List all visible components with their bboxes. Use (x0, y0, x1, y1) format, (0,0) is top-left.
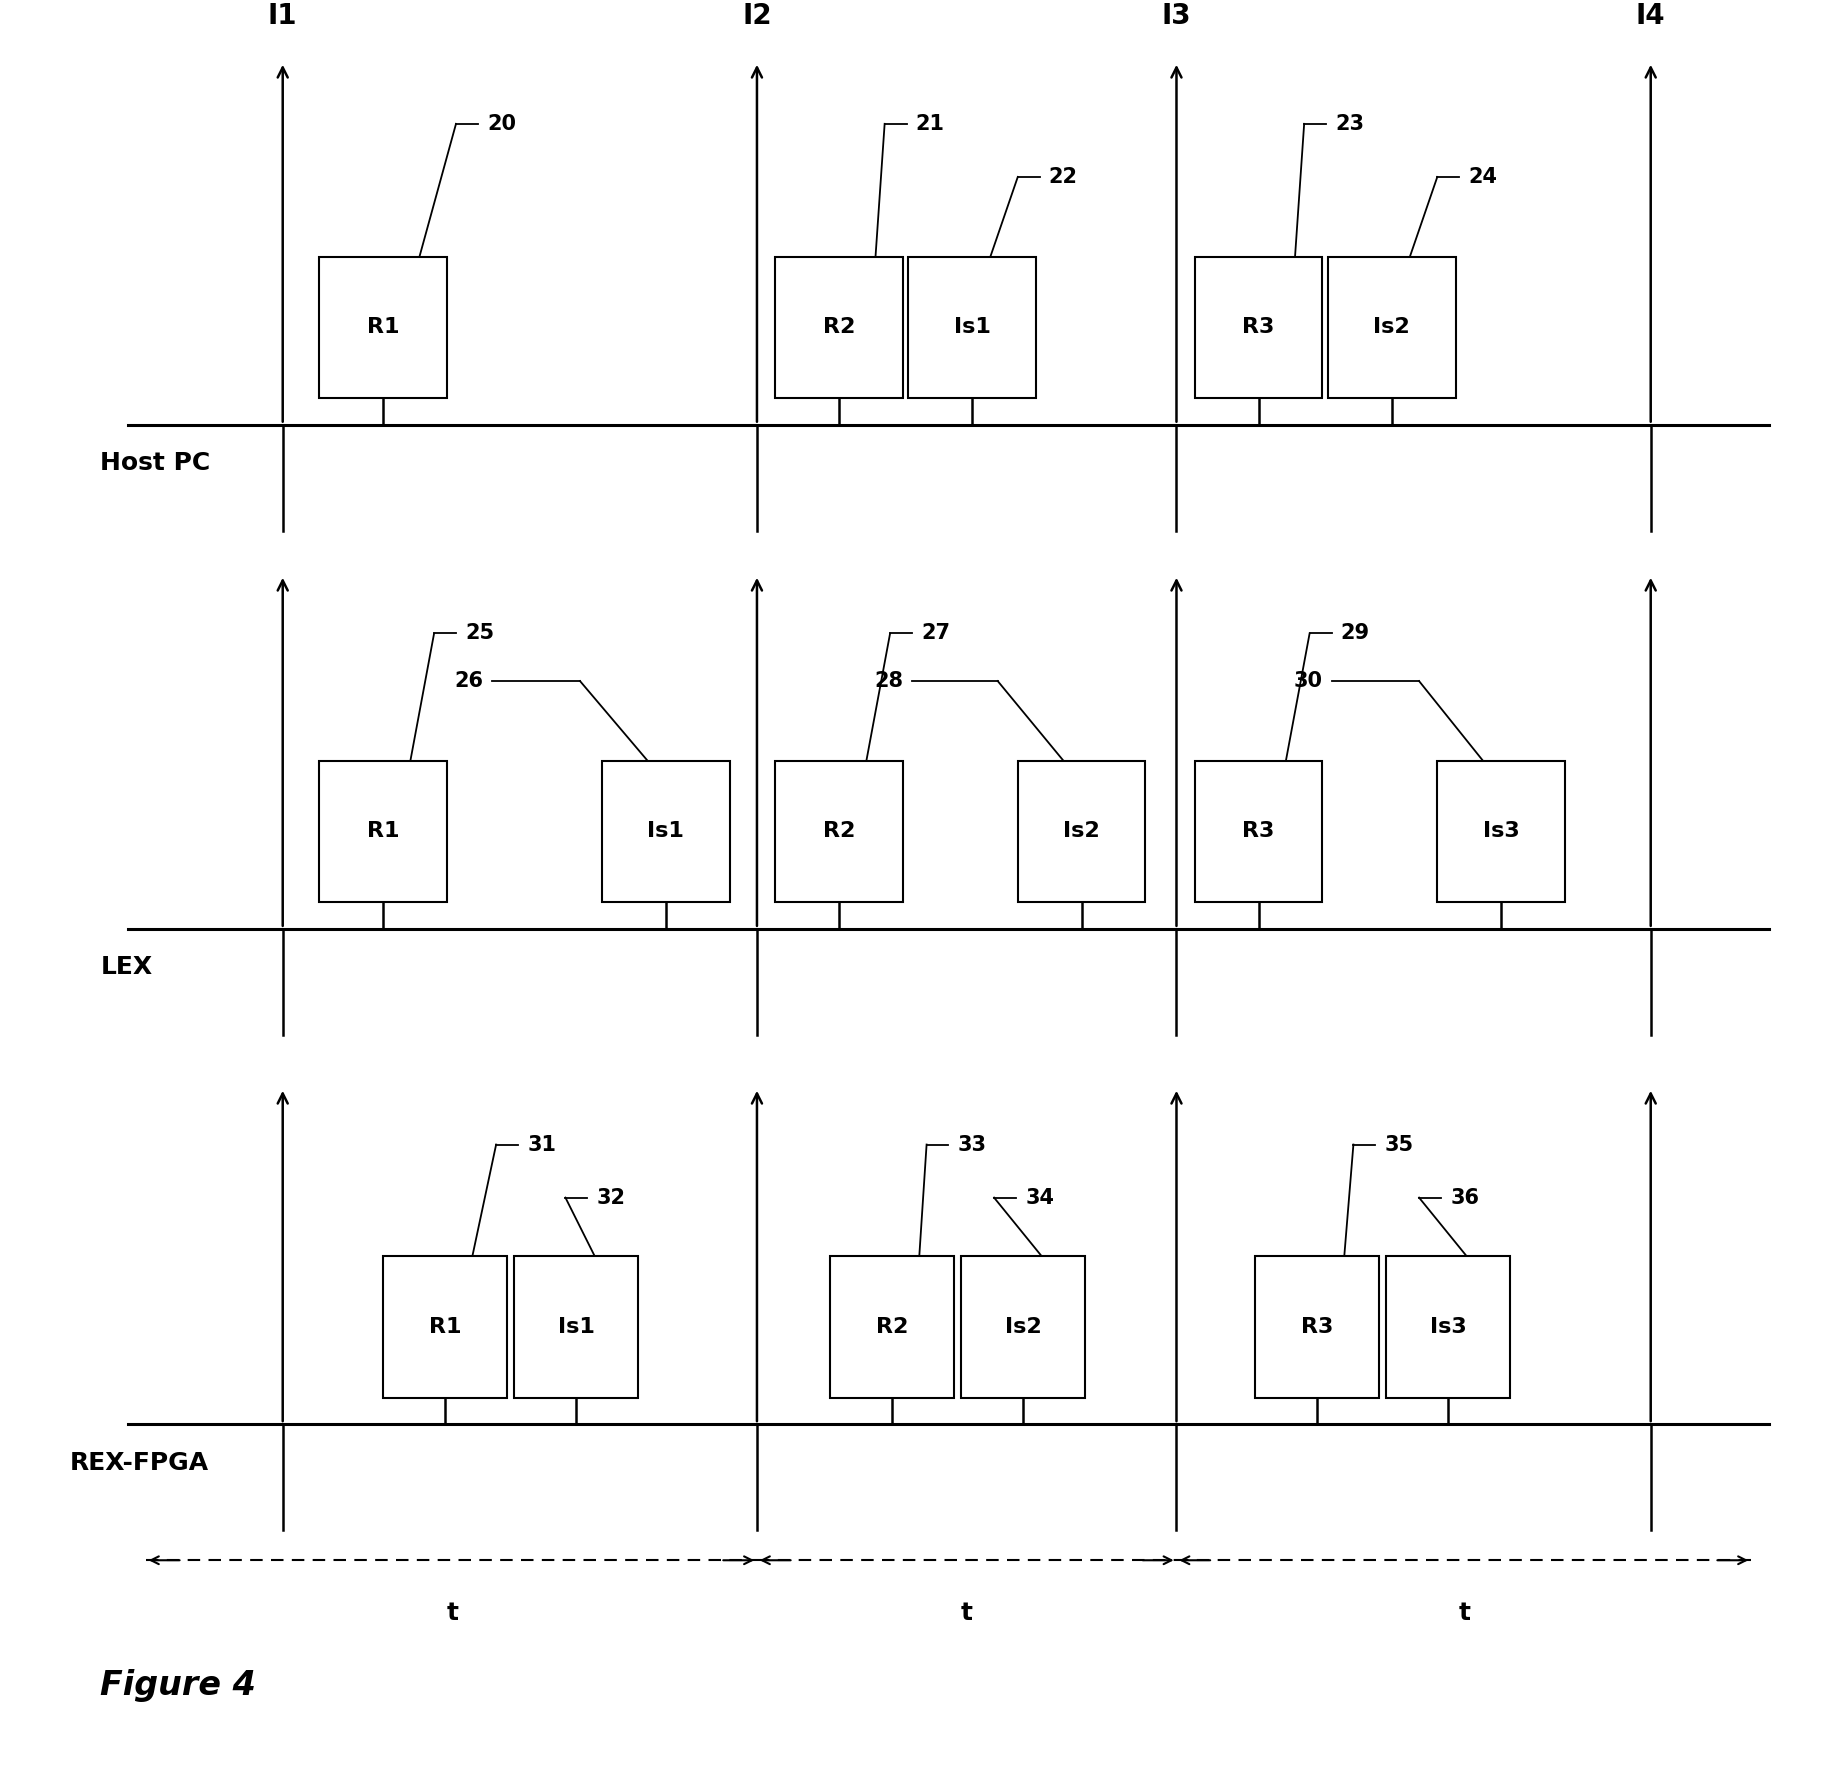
Bar (908, 257, 1035, 398)
Text: Is3: Is3 (1429, 1316, 1466, 1337)
Text: 24: 24 (1468, 166, 1497, 188)
Bar (1194, 761, 1322, 902)
Bar (1194, 257, 1322, 398)
Text: I1: I1 (268, 2, 297, 30)
Bar (1385, 1256, 1509, 1398)
Text: Is3: Is3 (1482, 821, 1519, 842)
Bar (514, 1256, 638, 1398)
Bar (775, 257, 902, 398)
Bar (1327, 257, 1455, 398)
Bar (1254, 1256, 1378, 1398)
Text: t: t (447, 1601, 458, 1626)
Text: 32: 32 (596, 1187, 625, 1208)
Text: LEX: LEX (100, 955, 153, 980)
Text: R2: R2 (875, 1316, 908, 1337)
Text: I2: I2 (742, 2, 771, 30)
Text: R3: R3 (1300, 1316, 1333, 1337)
Bar (319, 257, 447, 398)
Text: 27: 27 (921, 623, 950, 644)
Text: Is2: Is2 (1063, 821, 1099, 842)
Text: Is1: Is1 (953, 317, 990, 338)
Text: 21: 21 (915, 113, 944, 134)
Text: Is1: Is1 (647, 821, 684, 842)
Text: 29: 29 (1340, 623, 1369, 644)
Bar (961, 1256, 1085, 1398)
Bar (1017, 761, 1145, 902)
Text: Host PC: Host PC (100, 451, 210, 476)
Text: t: t (961, 1601, 972, 1626)
Text: Figure 4: Figure 4 (100, 1668, 255, 1702)
Text: I3: I3 (1161, 2, 1190, 30)
Text: 34: 34 (1025, 1187, 1054, 1208)
Text: R2: R2 (822, 317, 855, 338)
Text: 26: 26 (454, 670, 483, 692)
Text: Is2: Is2 (1004, 1316, 1041, 1337)
Text: REX-FPGA: REX-FPGA (69, 1451, 208, 1475)
Bar (319, 761, 447, 902)
Text: Is2: Is2 (1373, 317, 1409, 338)
Text: 30: 30 (1293, 670, 1322, 692)
Text: R3: R3 (1241, 821, 1274, 842)
Text: 25: 25 (465, 623, 494, 644)
Text: I4: I4 (1635, 2, 1664, 30)
Text: R2: R2 (822, 821, 855, 842)
Bar (775, 761, 902, 902)
Text: 31: 31 (527, 1134, 556, 1155)
Bar (1437, 761, 1564, 902)
Text: t: t (1458, 1601, 1469, 1626)
Text: Is1: Is1 (558, 1316, 594, 1337)
Text: 20: 20 (487, 113, 516, 134)
Text: R3: R3 (1241, 317, 1274, 338)
Text: 22: 22 (1048, 166, 1077, 188)
Bar (829, 1256, 953, 1398)
Text: 33: 33 (957, 1134, 986, 1155)
Text: 28: 28 (873, 670, 902, 692)
Text: R1: R1 (366, 821, 399, 842)
Text: R1: R1 (428, 1316, 461, 1337)
Text: 23: 23 (1334, 113, 1364, 134)
Text: 36: 36 (1449, 1187, 1478, 1208)
Bar (383, 1256, 507, 1398)
Text: R1: R1 (366, 317, 399, 338)
Text: 35: 35 (1384, 1134, 1413, 1155)
Bar (602, 761, 729, 902)
